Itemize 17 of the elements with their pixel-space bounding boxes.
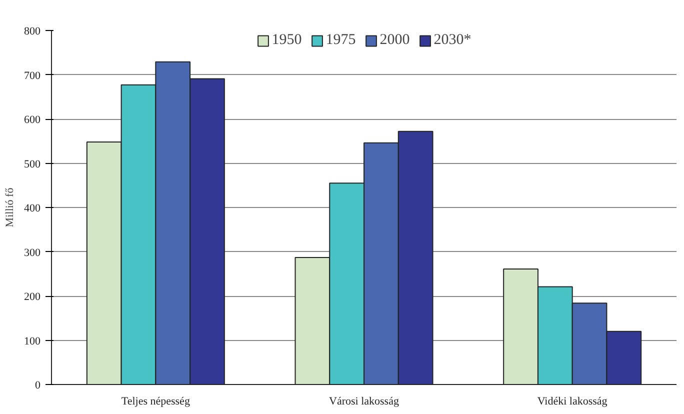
- legend-label: 1950: [272, 32, 302, 49]
- legend-label: 2000: [380, 32, 410, 49]
- y-tick-label: 200: [24, 291, 41, 303]
- legend-label: 2030*: [434, 32, 472, 49]
- y-tick-label: 400: [24, 202, 41, 214]
- y-axis-title: Millió fő: [4, 187, 16, 228]
- y-tick-label: 100: [24, 335, 41, 348]
- y-tick-label: 0: [35, 380, 41, 392]
- y-tick-label: 600: [24, 114, 41, 126]
- y-tick-label: 700: [24, 70, 41, 82]
- y-tick-label: 500: [24, 158, 41, 170]
- legend-label: 1975: [326, 32, 356, 49]
- x-tick-label: Városi lakosság: [329, 396, 400, 408]
- x-tick-label: Vidéki lakosság: [537, 396, 608, 408]
- y-tick-label: 800: [24, 26, 41, 38]
- x-tick-label: Teljes népesség: [121, 396, 190, 408]
- y-tick-label: 300: [24, 246, 41, 259]
